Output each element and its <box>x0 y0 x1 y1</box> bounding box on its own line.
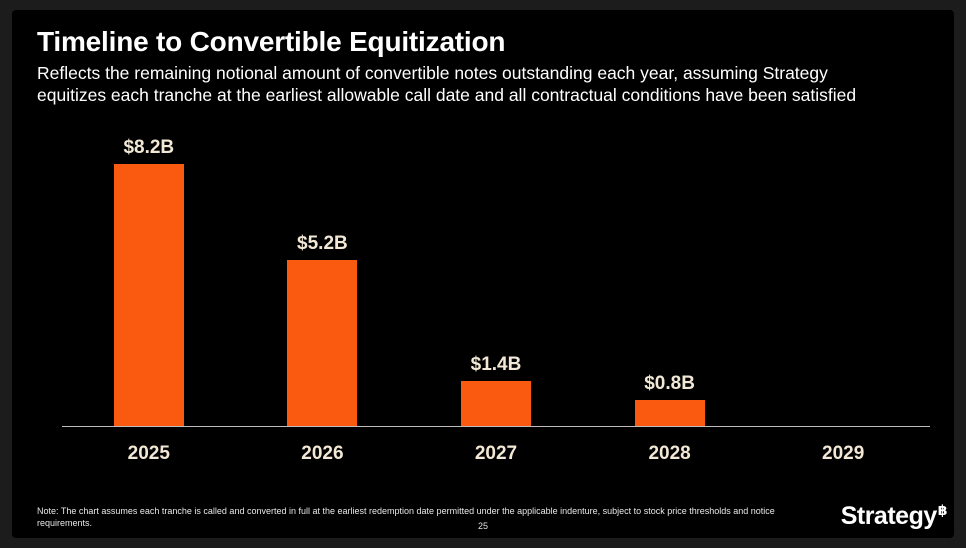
x-axis-label-2029: 2029 <box>822 443 865 464</box>
slide-title: Timeline to Convertible Equitization <box>37 26 506 57</box>
page-number: 25 <box>477 521 488 531</box>
bar-2026 <box>287 260 358 426</box>
x-axis-labels: 2025 2026 2027 2028 2029 <box>62 434 930 465</box>
x-axis-label-2026: 2026 <box>301 443 344 464</box>
bar-column-2027: $1.4B <box>409 130 583 426</box>
x-axis-label-2028: 2028 <box>648 443 691 464</box>
bar-column-2025: $8.2B <box>62 130 236 426</box>
strategy-logo: Strategy฿ <box>840 502 948 531</box>
bar-2025 <box>113 164 184 426</box>
x-axis-label-2027: 2027 <box>474 443 518 464</box>
bar-column-2029 <box>756 130 930 426</box>
strategy-logo-text: Strategy <box>840 502 938 530</box>
subtitle-line-1: Reflects the remaining notional amount o… <box>37 63 828 83</box>
bar-value-label-2025: $8.2B <box>123 137 175 158</box>
bar-value-label-2026: $5.2B <box>297 233 348 254</box>
bar-2027 <box>460 381 531 426</box>
footnote: Note: The chart assumes each tranche is … <box>37 505 849 529</box>
footnote-line-2: requirements. <box>37 518 93 528</box>
footnote-line-1: Note: The chart assumes each tranche is … <box>37 506 775 516</box>
slide: Timeline to Convertible Equitization Ref… <box>12 10 954 538</box>
bar-chart: $8.2B $5.2B $1.4B $0.8B <box>62 130 930 427</box>
bar-2028 <box>634 400 705 426</box>
bar-value-label-2027: $1.4B <box>470 354 522 375</box>
bar-column-2028: $0.8B <box>583 130 757 426</box>
bitcoin-icon: ฿ <box>937 503 948 519</box>
subtitle-line-2: equitizes each tranche at the earliest a… <box>37 85 857 105</box>
slide-subtitle: Reflects the remaining notional amount o… <box>37 62 856 106</box>
x-axis-label-2025: 2025 <box>127 443 170 464</box>
bar-value-label-2028: $0.8B <box>644 373 695 394</box>
bar-column-2026: $5.2B <box>236 130 410 426</box>
